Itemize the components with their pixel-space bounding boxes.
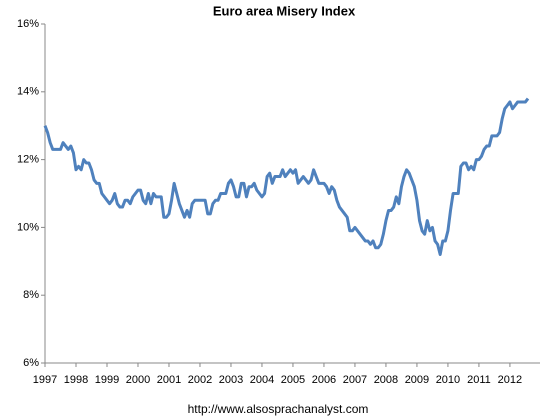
y-tick-label: 12%	[17, 154, 39, 166]
chart-title: Euro area Misery Index	[213, 3, 356, 18]
x-tick-label: 2010	[436, 374, 460, 386]
x-tick-label: 2002	[188, 374, 212, 386]
x-tick-label: 2012	[498, 374, 522, 386]
y-tick-label: 6%	[23, 357, 39, 369]
y-tick-label: 16%	[17, 18, 39, 30]
data-line	[43, 97, 530, 257]
x-tick-label: 2001	[157, 374, 181, 386]
x-tick-label: 2008	[374, 374, 398, 386]
x-tick-label: 1998	[64, 374, 88, 386]
x-tick-label: 1997	[33, 374, 57, 386]
x-tick-label: 2003	[219, 374, 243, 386]
x-tick-label: 2000	[126, 374, 150, 386]
y-tick-label: 8%	[23, 289, 39, 301]
x-tick-label: 2006	[312, 374, 336, 386]
x-tick-label: 2009	[405, 374, 429, 386]
y-tick-label: 14%	[17, 86, 39, 98]
x-tick-label: 2011	[467, 374, 491, 386]
x-tick-label: 2005	[281, 374, 305, 386]
y-tick-label: 10%	[17, 221, 39, 233]
source-note: http://www.alsosprachanalyst.com	[188, 402, 369, 416]
x-tick-label: 1999	[95, 374, 119, 386]
x-tick-label: 2004	[250, 374, 274, 386]
x-tick-label: 2007	[343, 374, 367, 386]
